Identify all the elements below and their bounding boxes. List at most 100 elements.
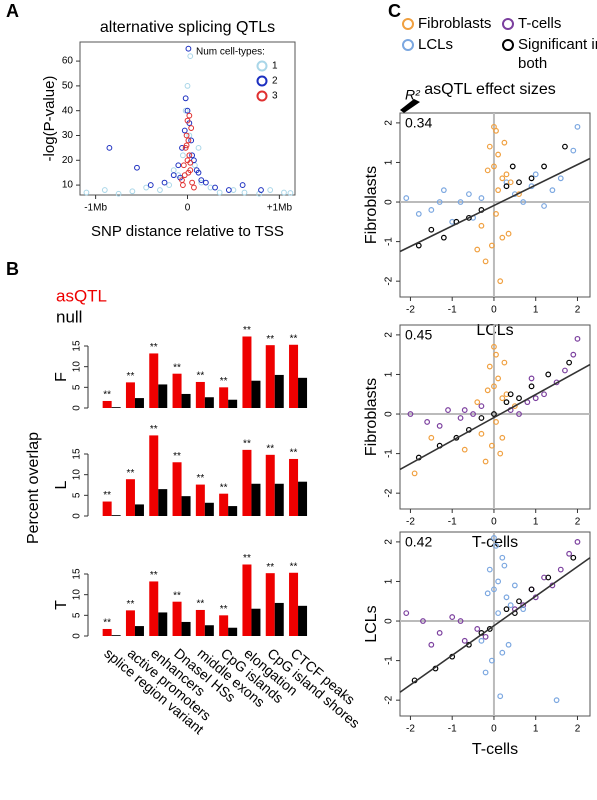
legend-marker [256, 60, 268, 72]
point [403, 610, 410, 617]
point [457, 618, 464, 624]
point [497, 450, 504, 457]
legend-label: Fibroblasts [418, 15, 492, 32]
plot-frame [399, 531, 591, 717]
y-tick-label: 5 [72, 612, 83, 618]
significance: ** [173, 590, 181, 601]
point [499, 395, 506, 402]
bar [298, 481, 308, 516]
y-tick-label: 0 [384, 199, 395, 205]
point [461, 446, 468, 453]
point [440, 187, 447, 194]
point [157, 187, 163, 193]
x-tick-label: 2 [575, 305, 581, 316]
bar [219, 387, 229, 408]
point [180, 182, 186, 188]
point [180, 162, 187, 169]
bar [125, 610, 135, 636]
significance: ** [173, 362, 181, 373]
point [478, 637, 485, 644]
point [187, 53, 194, 60]
point [147, 182, 154, 188]
point [474, 246, 481, 253]
x-tick-label: -1 [448, 517, 457, 528]
point [495, 151, 502, 158]
point [129, 188, 136, 195]
point [499, 175, 506, 182]
point [189, 152, 195, 159]
point [507, 602, 514, 609]
significance: ** [220, 604, 228, 615]
point [482, 633, 489, 640]
point [493, 211, 499, 217]
point [484, 590, 491, 597]
point [415, 242, 422, 249]
panel-label: C [388, 1, 401, 21]
y-axis-label: -log(P-value) [41, 76, 58, 162]
y-tick-label: 2 [384, 120, 395, 126]
x-axis-label: T-cells [472, 534, 518, 551]
point [115, 190, 122, 197]
x-tick-label: +1Mb [267, 203, 293, 214]
point [183, 142, 190, 149]
fit-line [399, 557, 591, 693]
bar [274, 602, 284, 636]
fit-line [399, 363, 591, 471]
significance: ** [127, 468, 135, 479]
legend-label: 3 [272, 91, 278, 102]
point [528, 375, 535, 382]
point [202, 179, 209, 186]
x-tick-label: 2 [575, 724, 581, 735]
point [501, 139, 508, 146]
point [511, 403, 518, 410]
bar [265, 454, 275, 516]
point [541, 163, 547, 170]
bar [219, 615, 229, 636]
bar [134, 626, 144, 636]
x-axis-label: SNP distance relative to TSS [91, 223, 284, 240]
point [428, 641, 435, 648]
point [466, 191, 472, 198]
bar [111, 515, 121, 516]
significance: ** [243, 439, 251, 450]
x-tick-label: 0 [491, 305, 497, 316]
point [488, 657, 495, 664]
y-tick-label: 20 [62, 155, 74, 166]
y-tick-label: 1 [384, 371, 395, 377]
point [182, 95, 189, 102]
significance: ** [243, 553, 251, 564]
point [179, 144, 185, 151]
bar [289, 344, 299, 408]
legend-title: Num cell-types: [196, 47, 265, 58]
point [501, 562, 508, 569]
significance: ** [220, 482, 228, 493]
point [491, 586, 497, 593]
point [532, 395, 539, 402]
point [461, 637, 468, 644]
point [528, 383, 535, 390]
point [509, 163, 516, 170]
point [440, 234, 447, 241]
point [185, 169, 192, 176]
bar [172, 373, 182, 408]
bar [228, 627, 238, 636]
point [166, 182, 173, 188]
bar [289, 572, 299, 636]
point [507, 179, 514, 186]
x-tick-label: -2 [406, 724, 415, 735]
point [486, 143, 493, 150]
y-tick-label: 15 [72, 340, 83, 352]
bar [204, 397, 214, 408]
point [445, 407, 451, 413]
point [185, 137, 192, 144]
point [532, 171, 539, 178]
y-tick-label: -1 [384, 237, 395, 246]
point [241, 189, 248, 196]
point [180, 152, 186, 159]
y-tick-label: 5 [72, 384, 83, 390]
significance: ** [173, 451, 181, 462]
point [212, 184, 218, 191]
point [493, 351, 499, 358]
y-tick-label: 10 [72, 589, 83, 601]
significance: ** [290, 448, 298, 459]
